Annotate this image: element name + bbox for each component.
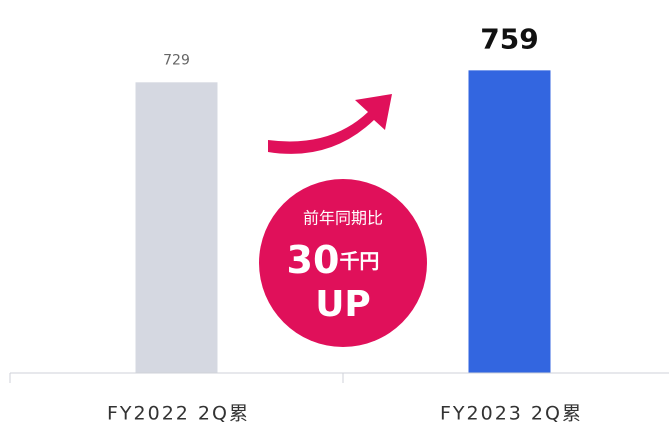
badge-unit: 千円 — [339, 249, 379, 273]
badge-label: 前年同期比 — [303, 209, 383, 228]
badge-value: 30千円 — [287, 238, 380, 282]
badge-suffix: UP — [315, 284, 371, 325]
badge-number: 30 — [287, 238, 340, 282]
bar — [135, 82, 218, 373]
arrow — [268, 94, 392, 154]
value-label: 759 — [480, 22, 538, 55]
bar — [468, 70, 551, 373]
value-label: 729 — [163, 52, 190, 68]
x-tick-label: FY2023 2Q累 — [440, 403, 583, 425]
badge — [259, 179, 427, 347]
x-tick-label: FY2022 2Q累 — [107, 403, 250, 425]
